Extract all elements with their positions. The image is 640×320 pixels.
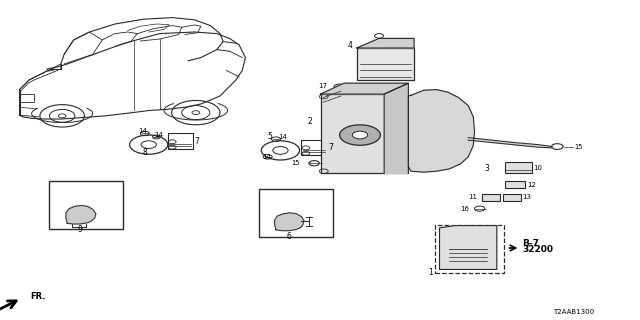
Circle shape — [442, 108, 457, 116]
Bar — [505, 162, 532, 173]
Polygon shape — [66, 205, 96, 224]
Circle shape — [68, 209, 92, 221]
Text: 2: 2 — [308, 117, 312, 126]
Text: 7: 7 — [195, 137, 200, 146]
Text: B-7: B-7 — [522, 239, 540, 248]
Polygon shape — [468, 138, 552, 148]
Text: 15: 15 — [575, 144, 583, 149]
Bar — [446, 237, 489, 261]
Text: 3: 3 — [484, 164, 489, 173]
Polygon shape — [440, 226, 497, 269]
Text: 17: 17 — [319, 84, 328, 89]
Text: 14: 14 — [138, 128, 147, 133]
Bar — [259, 189, 333, 237]
Text: 9: 9 — [77, 225, 83, 234]
Bar — [321, 94, 408, 173]
Bar — [503, 194, 521, 201]
Bar — [505, 181, 525, 188]
Polygon shape — [275, 213, 304, 231]
Text: 7: 7 — [328, 143, 333, 152]
Text: T2AAB1300: T2AAB1300 — [552, 309, 594, 315]
Polygon shape — [357, 38, 414, 48]
Text: FR.: FR. — [30, 292, 46, 301]
Text: 14: 14 — [154, 132, 163, 138]
Circle shape — [353, 131, 367, 139]
Text: 10: 10 — [533, 165, 542, 171]
Text: 8: 8 — [143, 148, 147, 157]
Text: 14: 14 — [278, 134, 287, 140]
Polygon shape — [408, 90, 474, 172]
Bar — [20, 94, 33, 102]
Text: 14: 14 — [262, 155, 271, 160]
Text: 32200: 32200 — [522, 245, 553, 254]
Circle shape — [277, 217, 300, 228]
Text: 12: 12 — [527, 182, 536, 188]
Polygon shape — [321, 83, 408, 94]
Text: 16: 16 — [460, 206, 470, 212]
Text: 1: 1 — [428, 268, 433, 277]
Polygon shape — [384, 83, 408, 173]
Bar — [168, 133, 193, 149]
Text: 11: 11 — [468, 195, 477, 200]
Text: 6: 6 — [286, 232, 291, 241]
Bar — [301, 140, 327, 155]
Bar — [482, 194, 500, 201]
Text: 4: 4 — [348, 41, 352, 50]
Circle shape — [424, 122, 460, 140]
Text: 13: 13 — [522, 195, 531, 200]
Bar — [357, 48, 414, 80]
Bar — [435, 225, 504, 273]
Circle shape — [340, 125, 380, 145]
Text: 5: 5 — [268, 132, 273, 140]
Text: 15: 15 — [291, 160, 300, 166]
Bar — [49, 181, 123, 229]
